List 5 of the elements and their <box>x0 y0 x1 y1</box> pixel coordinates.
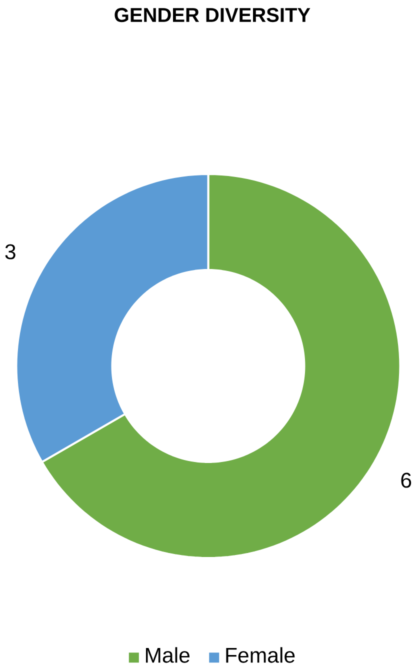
data-label: 3 <box>5 244 16 260</box>
chart-title: GENDER DIVERSITY <box>114 8 310 22</box>
data-label: 6 <box>401 472 411 488</box>
legend-label: Female <box>226 647 294 663</box>
legend-label: Male <box>146 647 190 663</box>
